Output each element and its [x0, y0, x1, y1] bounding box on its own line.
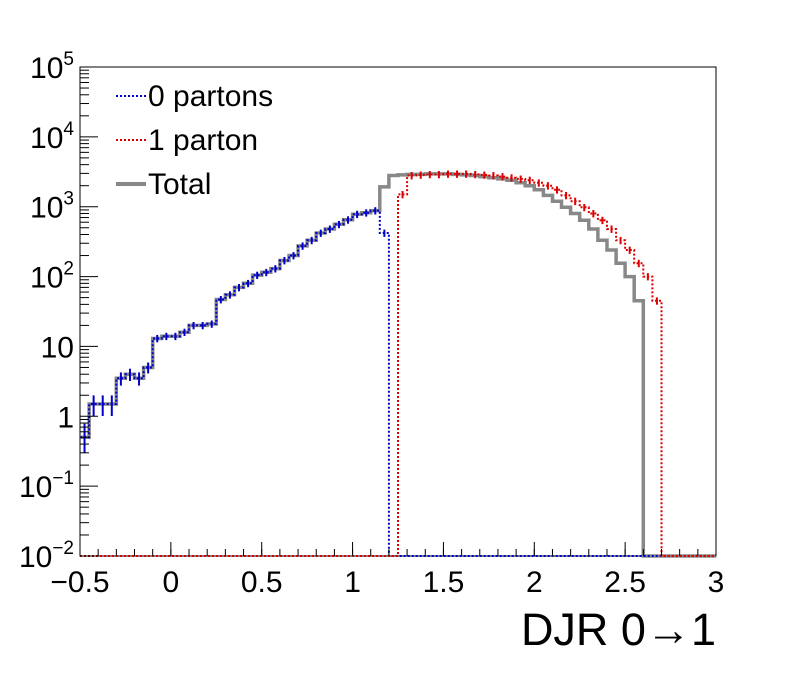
- legend-label: 1 parton: [148, 124, 258, 157]
- x-tick-label: −0.5: [50, 566, 109, 599]
- series-line: [80, 209, 716, 557]
- series-total: [80, 172, 716, 558]
- y-axis-ticks: 10−2 10−1 1 10 102 103 104 105: [19, 49, 98, 574]
- x-axis-title: DJR 0→1: [521, 604, 716, 655]
- y-tick-label: 102: [30, 259, 74, 295]
- series-line: [80, 172, 716, 557]
- y-tick-label: 10: [41, 331, 74, 364]
- series-1-parton: [80, 170, 716, 557]
- x-tick-label: 0: [163, 566, 180, 599]
- x-tick-label: 3: [708, 566, 725, 599]
- legend-label: Total: [148, 168, 211, 201]
- legend-label: 0 partons: [148, 80, 273, 113]
- y-tick-label: 105: [30, 49, 74, 85]
- y-tick-label: 10−2: [19, 538, 74, 574]
- x-tick-label: 2.5: [604, 566, 646, 599]
- series-0-partons: [80, 207, 716, 557]
- y-tick-label: 10−1: [19, 468, 74, 504]
- x-tick-label: 1: [344, 566, 361, 599]
- y-tick-label: 104: [30, 119, 74, 155]
- y-tick-label: 103: [30, 189, 74, 225]
- x-tick-label: 1.5: [423, 566, 465, 599]
- x-tick-label: 2: [526, 566, 543, 599]
- legend: 0 partons 1 parton Total: [116, 80, 273, 201]
- x-axis-ticks: −0.5 0 0.5 1 1.5 2 2.5 3: [50, 542, 724, 599]
- series-line: [80, 172, 716, 558]
- x-tick-label: 0.5: [241, 566, 283, 599]
- y-tick-label: 1: [57, 401, 74, 434]
- curves-layer: [80, 170, 716, 558]
